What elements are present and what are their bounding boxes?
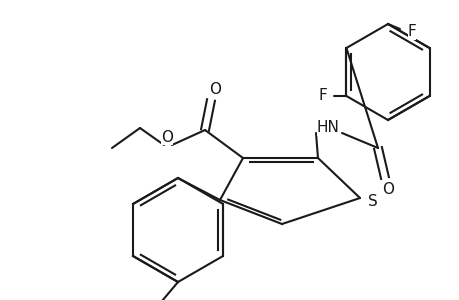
Text: O: O <box>161 130 173 145</box>
Text: F: F <box>407 25 415 40</box>
Text: S: S <box>367 194 377 208</box>
Text: F: F <box>317 88 326 104</box>
Text: HN: HN <box>316 121 339 136</box>
Text: O: O <box>381 182 393 197</box>
Text: O: O <box>208 82 220 98</box>
